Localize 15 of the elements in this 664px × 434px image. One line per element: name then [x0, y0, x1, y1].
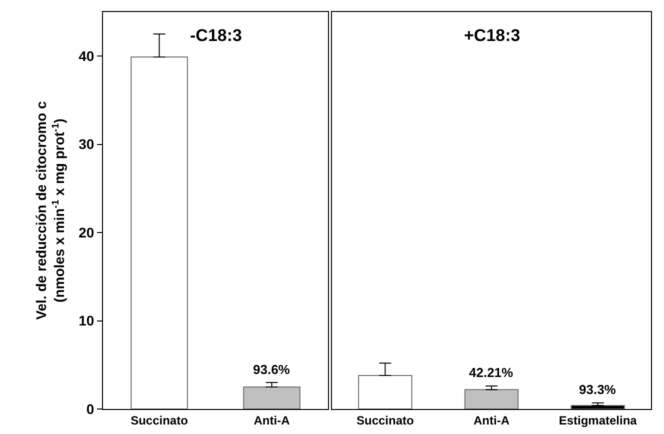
y-tick-label: 10	[78, 312, 94, 329]
x-tick-label: Estigmatelina	[558, 413, 638, 428]
y-tick-label: 40	[78, 48, 94, 64]
y-tick-label: 0	[86, 400, 94, 417]
x-tick-label: Succinato	[356, 413, 414, 428]
y-tick-label: 20	[78, 224, 94, 240]
x-tick-label: Anti-A	[254, 413, 290, 428]
annotation: -C18:3	[190, 26, 242, 45]
y-tick-label: 30	[78, 136, 94, 152]
annotation: 93.3%	[579, 382, 616, 397]
annotation: 93.6%	[253, 362, 290, 377]
annotation: +C18:3	[464, 26, 520, 45]
x-tick-label: Anti-A	[474, 413, 510, 428]
x-tick-label: Succinato	[130, 413, 188, 428]
annotation: 42.21%	[469, 365, 514, 380]
